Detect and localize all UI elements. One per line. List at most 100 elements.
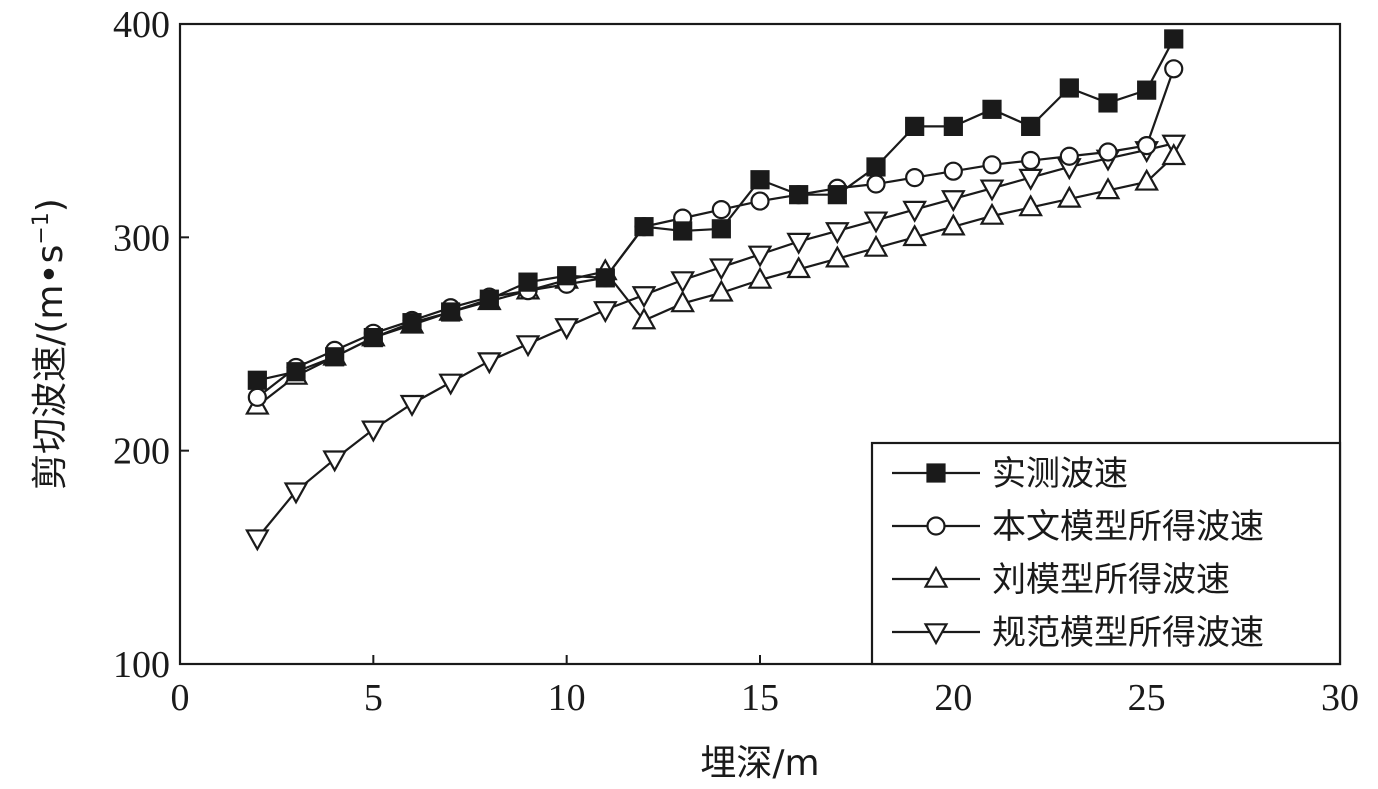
x-tick-label: 10	[548, 677, 586, 719]
data-point	[905, 116, 925, 137]
legend-marker	[926, 516, 946, 536]
data-point	[902, 200, 927, 223]
y-tick-label: 200	[113, 431, 170, 473]
data-point	[979, 202, 1005, 225]
y-axis-title-sup: −1	[29, 212, 54, 244]
data-point	[595, 268, 615, 288]
data-point	[747, 266, 773, 289]
data-point	[631, 307, 657, 330]
legend-entry: 实测波速	[892, 454, 1128, 494]
y-axis-title-group: 剪切波速/(m•s−1)	[29, 198, 71, 490]
data-point	[402, 313, 422, 333]
x-tick-label: 30	[1321, 677, 1359, 719]
data-point	[1059, 146, 1079, 166]
data-point	[747, 245, 773, 268]
data-point	[325, 347, 345, 367]
data-point	[631, 286, 657, 309]
x-tick-label: 20	[934, 677, 972, 719]
data-point	[1095, 177, 1121, 200]
data-point	[557, 266, 577, 286]
data-point	[709, 258, 734, 281]
data-point	[518, 272, 538, 292]
y-axis-title: 剪切波速/(m•s−1)	[29, 198, 71, 490]
legend-label: 刘模型所得波速	[992, 560, 1230, 600]
x-tick-label: 0	[171, 677, 190, 719]
data-point	[941, 213, 966, 236]
data-point	[247, 387, 267, 407]
data-point	[1018, 194, 1043, 217]
data-point	[1057, 185, 1082, 208]
data-point	[982, 155, 1002, 175]
data-point	[863, 234, 889, 257]
data-point	[515, 335, 541, 358]
legend-marker	[923, 565, 949, 588]
data-point	[363, 328, 383, 348]
data-point	[477, 352, 502, 375]
data-point	[322, 450, 347, 473]
data-point	[943, 116, 963, 137]
data-point	[943, 161, 963, 181]
legend-entry: 规范模型所得波速	[892, 613, 1264, 653]
x-tick-label: 15	[741, 677, 779, 719]
data-point	[245, 529, 270, 552]
legend-marker	[923, 623, 949, 646]
series-1	[247, 29, 1184, 390]
data-point	[825, 245, 850, 268]
legend-entry: 本文模型所得波速	[892, 507, 1264, 547]
data-point	[863, 211, 889, 234]
series-layer	[245, 29, 1187, 552]
data-point	[709, 279, 734, 302]
y-tick-label: 300	[113, 217, 170, 259]
data-point	[283, 482, 309, 505]
data-point	[786, 232, 811, 255]
data-point	[1021, 150, 1041, 171]
legend-label: 本文模型所得波速	[992, 507, 1264, 547]
data-point	[1021, 116, 1041, 137]
data-point	[902, 224, 927, 247]
data-point	[1161, 143, 1187, 166]
data-point	[479, 289, 499, 309]
data-point	[670, 271, 695, 294]
data-point	[361, 420, 386, 443]
data-point	[399, 394, 425, 417]
y-tick-label: 400	[113, 4, 170, 46]
y-axis-ticks: 100 200 300 400	[113, 4, 189, 686]
data-point	[1137, 80, 1157, 100]
x-tick-label: 25	[1128, 677, 1166, 719]
data-point	[866, 174, 886, 194]
legend-label: 实测波速	[992, 454, 1128, 494]
x-axis-title: 埋深/m	[700, 743, 819, 784]
data-point	[750, 170, 770, 190]
legend-label: 规范模型所得波速	[992, 613, 1264, 653]
data-point	[673, 221, 693, 241]
data-point	[441, 302, 461, 322]
data-point	[1098, 142, 1118, 162]
y-axis-title-main: 剪切波速/(m•s	[30, 245, 71, 490]
data-point	[634, 217, 654, 237]
data-point	[711, 200, 731, 220]
data-point	[786, 256, 811, 279]
x-axis-ticks: 0 5 10 15 20 25 30	[171, 655, 1359, 719]
data-point	[286, 362, 306, 382]
data-point	[905, 168, 925, 188]
y-tick-label: 100	[113, 644, 170, 686]
legend-box	[870, 441, 1342, 666]
data-point	[438, 373, 463, 396]
data-point	[554, 318, 579, 341]
data-point	[1164, 59, 1184, 79]
data-point	[941, 190, 966, 213]
legend-entry: 刘模型所得波速	[892, 560, 1230, 600]
data-point	[247, 370, 267, 390]
x-tick-label: 5	[364, 677, 383, 719]
data-point	[982, 99, 1002, 119]
data-point	[711, 219, 731, 239]
data-point	[670, 290, 695, 313]
data-point	[593, 301, 618, 324]
data-point	[1164, 29, 1184, 49]
data-point	[1134, 168, 1159, 191]
data-point	[1098, 93, 1118, 113]
data-point	[1137, 136, 1157, 156]
data-point	[825, 222, 850, 245]
